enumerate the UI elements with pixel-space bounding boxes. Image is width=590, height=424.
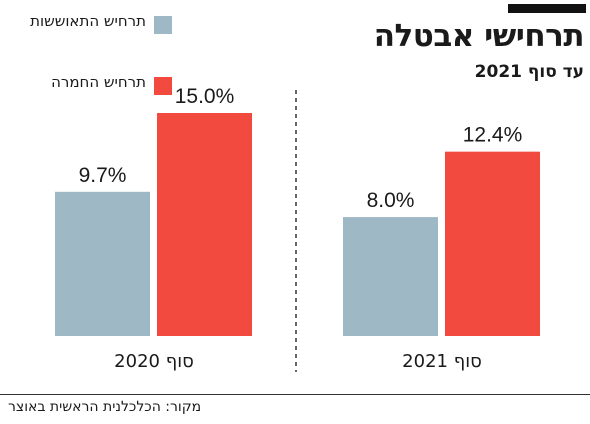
category-label-1: סוף 2021 bbox=[402, 351, 482, 372]
data-label-worsening-1: 12.4% bbox=[463, 124, 523, 147]
bar-recovery-0 bbox=[55, 191, 150, 336]
legend-swatch-worsening bbox=[154, 77, 172, 95]
data-label-recovery-0: 9.7% bbox=[79, 164, 127, 187]
chart-subtitle: עד סוף 2021 bbox=[474, 62, 584, 82]
data-label-worsening-0: 15.0% bbox=[175, 85, 235, 108]
source-divider bbox=[0, 394, 590, 395]
source-note: מקור: הכלכלנית הראשית באוצר bbox=[8, 399, 202, 415]
legend-item-worsening: תרחיש החמרה bbox=[26, 73, 172, 95]
title-accent-bar bbox=[508, 4, 586, 13]
legend-swatch-recovery bbox=[154, 16, 172, 34]
data-label-recovery-1: 8.0% bbox=[367, 189, 415, 212]
legend-label-recovery: תרחיש התאוששות bbox=[30, 12, 146, 30]
chart-title: תרחישי אבטלה bbox=[373, 18, 585, 54]
bar-worsening-1 bbox=[445, 151, 540, 336]
legend-item-recovery: תרחיש התאוששות bbox=[26, 12, 172, 34]
bar-recovery-1 bbox=[343, 217, 438, 336]
category-label-0: סוף 2020 bbox=[114, 351, 194, 372]
legend-label-worsening: תרחיש החמרה bbox=[51, 73, 146, 91]
bars-layer: 9.7% 15.0% סוף 2020 8.0% 12.4% סוף 2021 bbox=[55, 85, 540, 372]
bar-worsening-0 bbox=[157, 113, 252, 336]
